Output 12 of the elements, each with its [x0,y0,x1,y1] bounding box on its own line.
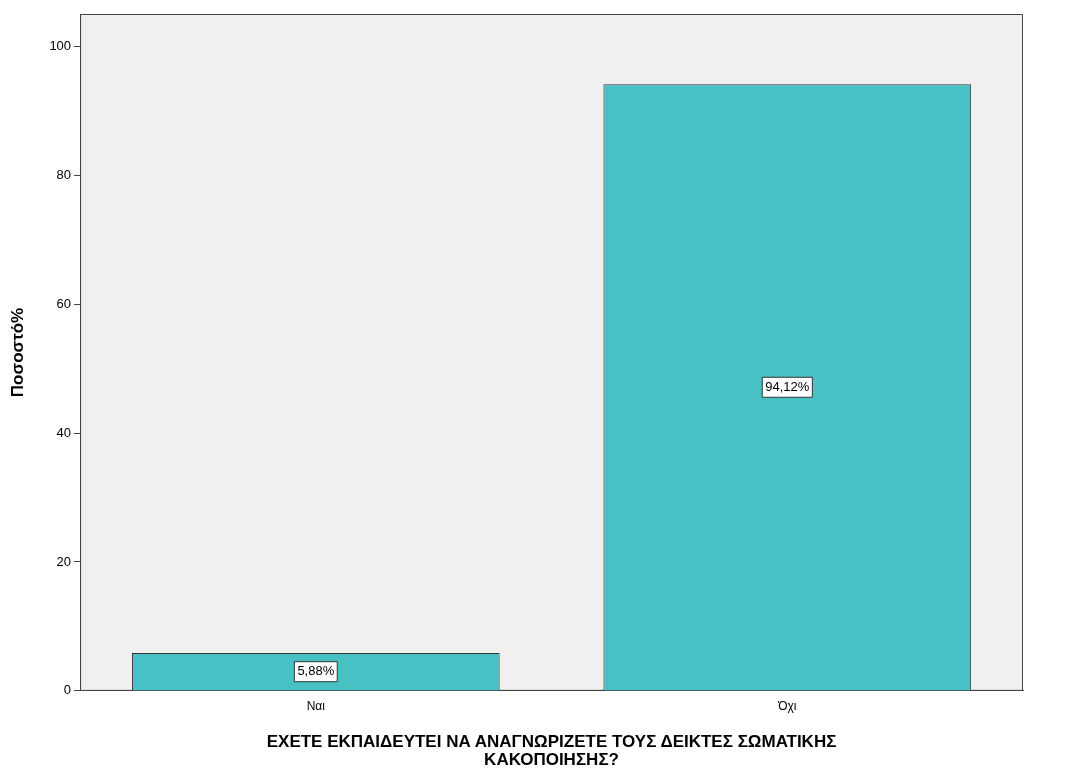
y-tick-label: 60 [56,295,72,311]
y-axis-title: Ποσοστό% [7,307,27,398]
y-tick-label: 80 [56,166,72,182]
x-tick-label: Όχι [777,699,797,714]
x-tick-label: Ναι [306,699,326,714]
x-axis-title: ΕΧΕΤΕ ΕΚΠΑΙΔΕΥΤΕΙ ΝΑ ΑΝΑΓΝΩΡΙΖΕΤΕ ΤΟΥΣ ΔΕΙΚΤΕΣ ΣΩΜΑΤΙΚΗΣ ΚΑΚΟΠΟΙΗΣΗΣ? [266,731,837,769]
y-tick-label: 0 [63,682,72,698]
y-tick-label: 20 [56,553,72,569]
data-label: 94,12% [765,378,810,394]
data-label: 5,88% [297,663,335,679]
y-tick-label: 40 [56,424,72,440]
y-tick-label: 100 [49,37,72,53]
